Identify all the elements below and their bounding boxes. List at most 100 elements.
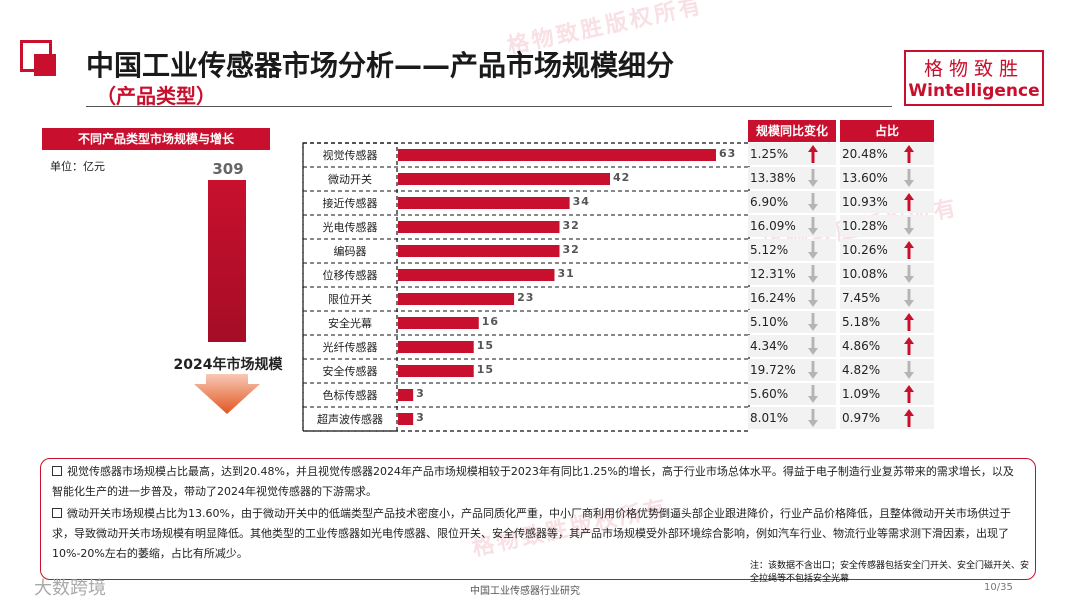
arrow-down-icon [902, 287, 916, 309]
arrow-down-icon [806, 407, 820, 429]
bar [398, 149, 716, 161]
arrow-down-icon [806, 167, 820, 189]
share-cell: 4.82% [840, 359, 934, 381]
footnote: 注：该数据不含出口；安全传感器包括安全门开关、安全门磁开关、安全拉绳等不包括安全… [750, 561, 1030, 584]
category-label: 超声波传感器 [317, 412, 383, 426]
bar-chart: 视觉传感器 63 微动开关 42 接近传感器 34 光电传感器 32 编码器 32 位移传感器 31 限… [302, 142, 750, 432]
arrow-up-icon [902, 335, 916, 357]
total-market-value: 309 [212, 160, 244, 178]
category-label: 编码器 [334, 244, 367, 258]
yoy-cell: 13.38% [748, 167, 836, 189]
yoy-value: 5.12% [750, 243, 789, 257]
category-label: 光纤传感器 [323, 340, 378, 354]
share-value: 5.18% [842, 315, 881, 329]
bar-value-label: 16 [482, 315, 499, 328]
arrow-up-icon [902, 239, 916, 261]
share-value: 10.26% [842, 243, 888, 257]
arrow-down-icon [806, 239, 820, 261]
share-cell: 1.09% [840, 383, 934, 405]
share-value: 10.93% [842, 195, 888, 209]
category-label: 安全光幕 [328, 316, 372, 330]
yoy-value: 5.10% [750, 315, 789, 329]
bar [398, 389, 414, 401]
note-item: 微动开关市场规模占比为13.60%，由于微动开关中的低端类型产品技术密度小，产品… [52, 504, 1022, 564]
bar-value-label: 42 [613, 171, 630, 184]
arrow-down-icon [902, 215, 916, 237]
arrow-down-icon [902, 167, 916, 189]
notes-box [40, 458, 1036, 580]
yoy-value: 12.31% [750, 267, 796, 281]
yoy-cell: 5.12% [748, 239, 836, 261]
yoy-column-header: 规模同比变化 [748, 120, 836, 142]
share-value: 4.86% [842, 339, 881, 353]
category-label: 微动开关 [328, 172, 372, 186]
arrow-down-icon [806, 287, 820, 309]
bar-value-label: 63 [719, 147, 736, 160]
share-cell: 10.26% [840, 239, 934, 261]
page-title: 中国工业传感器市场分析——产品市场规模细分 [86, 49, 675, 82]
note-item: 视觉传感器市场规模占比最高，达到20.48%，并且视觉传感器2024年产品市场规… [52, 462, 1022, 502]
down-arrow-icon [194, 374, 260, 414]
arrow-down-icon [806, 359, 820, 381]
share-cell: 10.28% [840, 215, 934, 237]
bar-value-label: 32 [563, 219, 580, 232]
bar-value-label: 23 [517, 291, 534, 304]
yoy-cell: 5.10% [748, 311, 836, 333]
share-cell: 13.60% [840, 167, 934, 189]
yoy-cell: 4.34% [748, 335, 836, 357]
title-divider [86, 106, 892, 107]
page-number: 10/35 [984, 582, 1013, 593]
total-market-bar [208, 180, 246, 342]
yoy-value: 19.72% [750, 363, 796, 377]
bar [398, 413, 414, 425]
footer-watermark-logo: 大数跨境 [34, 578, 106, 599]
bar [398, 245, 560, 257]
category-label: 安全传感器 [323, 364, 378, 378]
yoy-cell: 1.25% [748, 143, 836, 165]
arrow-up-icon [806, 143, 820, 165]
yoy-cell: 16.24% [748, 287, 836, 309]
share-value: 0.97% [842, 411, 881, 425]
share-value: 10.28% [842, 219, 888, 233]
bar-value-label: 31 [557, 267, 574, 280]
arrow-down-icon [806, 191, 820, 213]
category-label: 接近传感器 [323, 197, 378, 210]
share-value: 13.60% [842, 171, 888, 185]
share-cell: 10.08% [840, 263, 934, 285]
brand-logo: 格物致胜 Wintelligence [904, 50, 1044, 106]
footer-report-title: 中国工业传感器行业研究 [470, 586, 580, 597]
arrow-down-icon [806, 215, 820, 237]
arrow-down-icon [806, 383, 820, 405]
yoy-value: 1.25% [750, 147, 789, 161]
bar-value-label: 15 [477, 339, 494, 352]
share-value: 10.08% [842, 267, 888, 281]
arrow-down-icon [806, 263, 820, 285]
bar [398, 173, 610, 185]
share-value: 20.48% [842, 147, 888, 161]
share-cell: 0.97% [840, 407, 934, 429]
bar [398, 317, 479, 329]
yoy-value: 13.38% [750, 171, 796, 185]
yoy-value: 4.34% [750, 339, 789, 353]
yoy-cell: 6.90% [748, 191, 836, 213]
bar [398, 197, 570, 209]
category-label: 位移传感器 [323, 268, 378, 282]
share-cell: 4.86% [840, 335, 934, 357]
arrow-down-icon [902, 359, 916, 381]
bar-value-label: 3 [416, 387, 425, 400]
yoy-cell: 8.01% [748, 407, 836, 429]
share-value: 4.82% [842, 363, 881, 377]
arrow-down-icon [902, 263, 916, 285]
arrow-up-icon [902, 191, 916, 213]
yoy-cell: 19.72% [748, 359, 836, 381]
share-value: 7.45% [842, 291, 881, 305]
bar-value-label: 32 [563, 243, 580, 256]
yoy-value: 5.60% [750, 387, 789, 401]
arrow-up-icon [902, 407, 916, 429]
bar-value-label: 15 [477, 363, 494, 376]
bar-value-label: 3 [416, 411, 425, 424]
bar-value-label: 34 [573, 195, 590, 208]
share-cell: 5.18% [840, 311, 934, 333]
share-column-header: 占比 [840, 120, 934, 142]
category-label: 色标传感器 [323, 388, 378, 402]
